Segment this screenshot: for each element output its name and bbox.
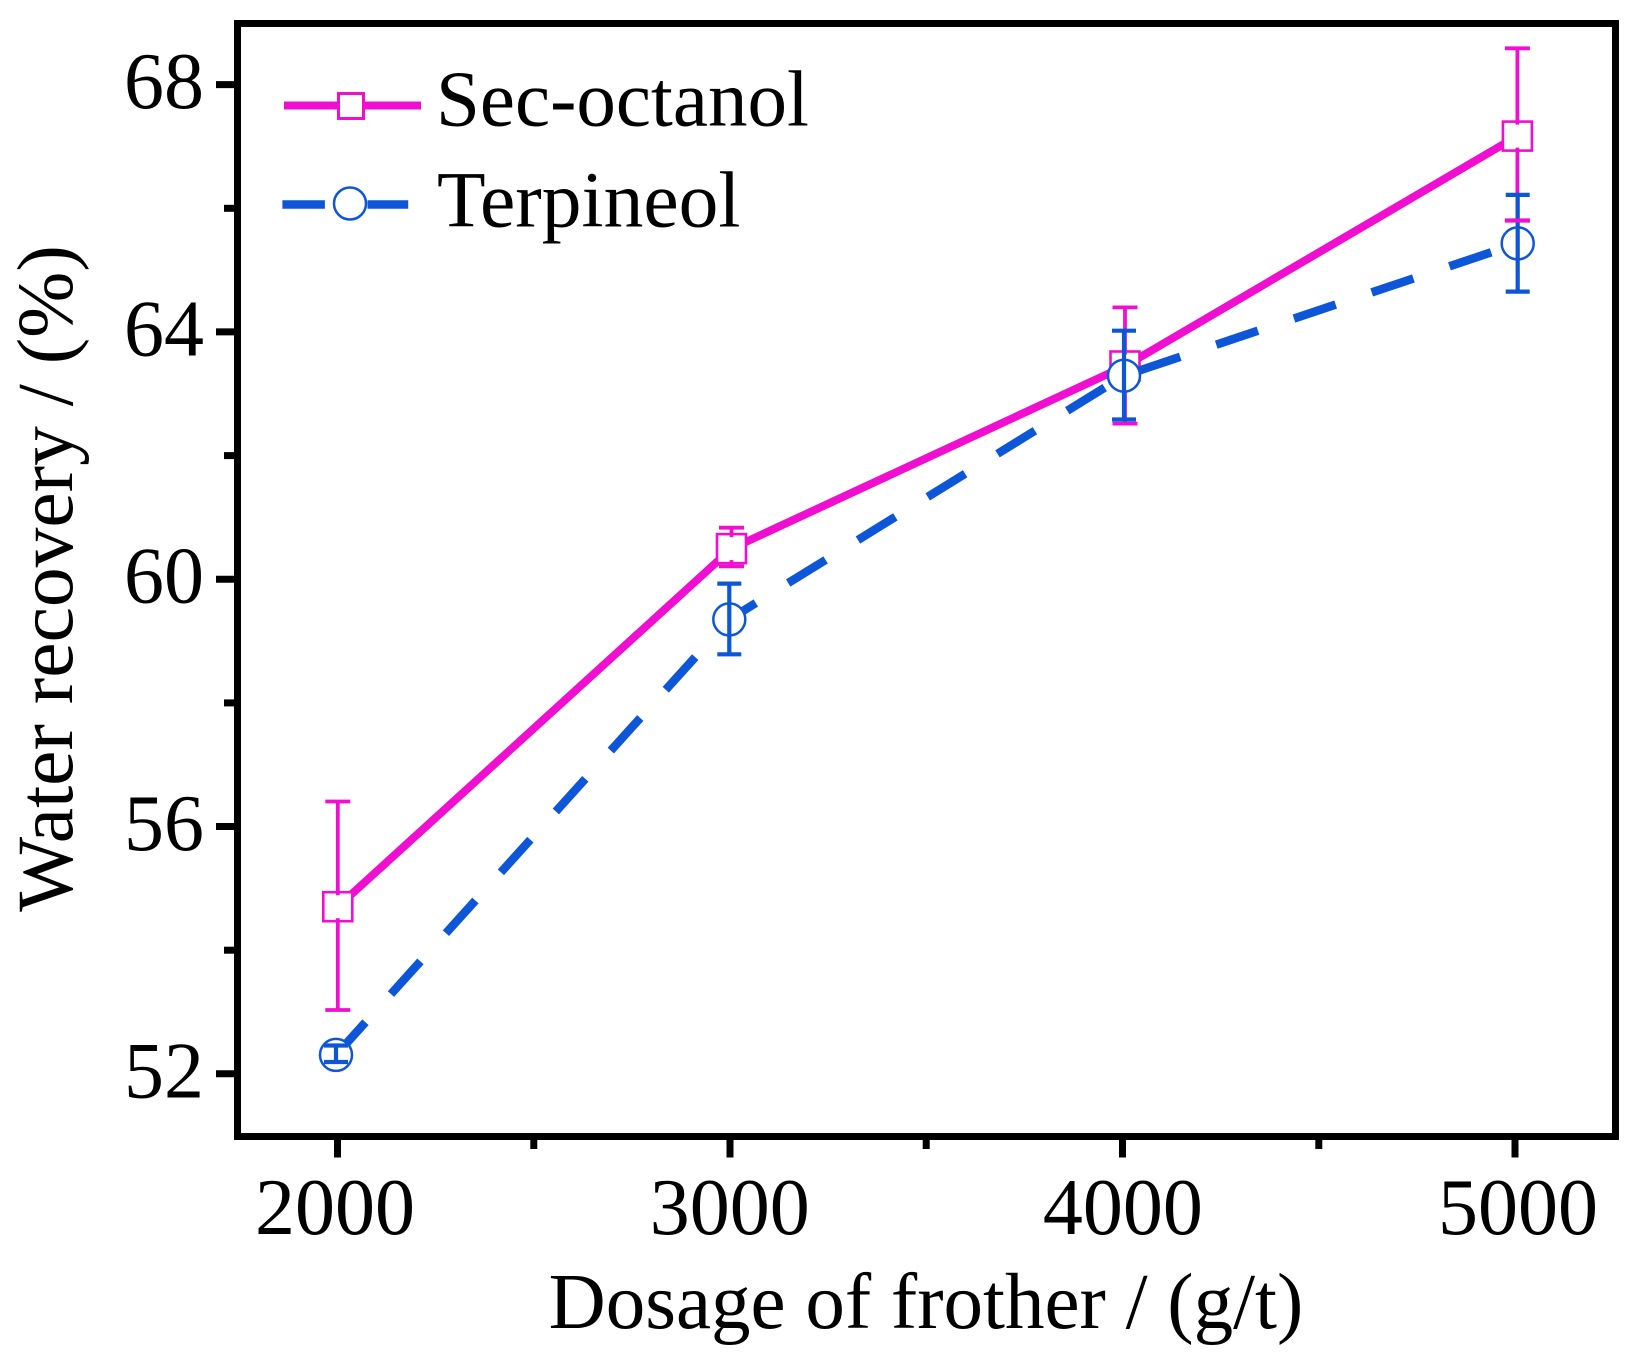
svg-text:60: 60 — [124, 533, 204, 621]
svg-text:2000: 2000 — [255, 1164, 415, 1252]
svg-text:3000: 3000 — [650, 1164, 810, 1252]
svg-text:68: 68 — [124, 38, 204, 126]
svg-text:Water recovery / (%): Water recovery / (%) — [2, 245, 90, 912]
svg-text:52: 52 — [124, 1027, 204, 1115]
svg-text:56: 56 — [124, 780, 204, 868]
svg-text:4000: 4000 — [1043, 1164, 1203, 1252]
svg-text:5000: 5000 — [1438, 1164, 1598, 1252]
svg-text:64: 64 — [124, 285, 204, 373]
svg-text:Terpineol: Terpineol — [437, 157, 740, 245]
svg-text:Sec-octanol: Sec-octanol — [436, 57, 809, 144]
svg-text:Dosage of frother / (g/t): Dosage of frother / (g/t) — [549, 1259, 1304, 1346]
